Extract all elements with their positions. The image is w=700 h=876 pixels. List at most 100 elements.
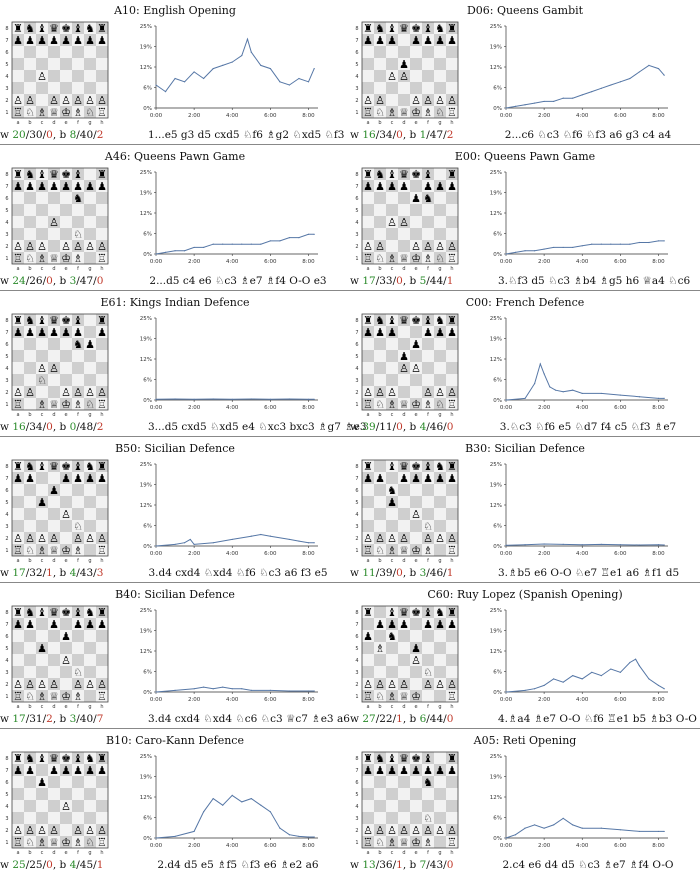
rank-label: 2 [5,244,8,250]
chess-piece: ♟ [411,338,421,351]
board-square [24,70,36,82]
board-square [24,654,36,666]
chess-piece: ♗ [73,252,83,265]
chess-piece: ♔ [411,690,421,703]
usage-point [270,399,271,400]
usage-point [620,394,621,395]
usage-point [222,65,223,66]
board-square [48,70,60,82]
usage-point [232,61,233,62]
board-square [446,484,458,496]
board-square [84,326,96,338]
board-square [96,82,108,94]
board-square [362,484,374,496]
y-tick-label: 19% [140,483,152,489]
x-tick-label: 2:00 [538,113,551,119]
board-square [422,70,434,82]
board-square [60,666,72,678]
usage-point [194,544,195,545]
file-label: b [28,850,31,856]
opening-title: A10: English Opening [0,4,350,17]
y-tick-label: 0% [493,252,502,258]
board-square [434,666,446,678]
file-label: a [16,266,19,272]
board-square [60,532,72,544]
board-square [386,228,398,240]
chess-board: ♜♞♝♛♚♝♜♟♟♟♟♟♟♟♟♞♙♘♙♙♙♙♙♙♙♖♘♗♕♔♗♖87654321… [2,166,112,274]
file-label: g [88,120,91,126]
chess-piece: ♟ [13,34,23,47]
chess-piece: ♘ [25,690,35,703]
x-tick-label: 0:00 [500,843,513,849]
tally-b-b: /46/ [426,421,446,433]
rank-label: 4 [355,804,358,810]
board-square [422,216,434,228]
usage-point [664,75,665,76]
x-tick-label: 0:00 [150,113,163,119]
board-square [362,192,374,204]
row-divider [0,728,700,729]
file-label: e [414,850,417,856]
y-tick-label: 25% [140,24,152,30]
board-square [434,350,446,362]
chess-board: ♜♞♝♛♚♝♜♟♟♟♟♟♟♟♟♞♙♙♙♙♙♙♙♙♖♘♗♕♔♗♘♖87654321… [352,166,462,274]
rank-label: 1 [355,402,358,408]
board-square [24,374,36,386]
chess-piece: ♖ [13,690,23,703]
usage-point [165,91,166,92]
tally-b-prefix: , b [53,567,70,579]
board-square [48,800,60,812]
usage-point [534,383,535,384]
board-square [422,350,434,362]
board-square [84,788,96,800]
chess-piece: ♚ [411,314,421,327]
chess-piece: ♗ [37,252,47,265]
tally-w-a: 24 [12,275,25,287]
board-square [446,496,458,508]
board-square [48,338,60,350]
usage-point [639,71,640,72]
file-label: a [366,558,369,564]
result-tally: w 20/30/0, b 8/40/2 [0,129,128,141]
board-square [398,484,410,496]
board-square [96,812,108,824]
tally-b-b: /43/ [76,567,96,579]
move-sequence: 3...d5 cxd5 ♘xd5 e4 ♘xc3 bxc3 ♗g7 ♗e3 [148,421,328,433]
file-label: f [77,266,79,272]
x-tick-label: 2:00 [538,843,551,849]
file-label: e [64,412,67,418]
rank-label: 1 [5,840,8,846]
board-square [72,788,84,800]
chess-piece: ♗ [73,398,83,411]
chess-piece: ♘ [25,106,35,119]
chess-piece: ♖ [447,690,457,703]
board-square [446,654,458,666]
tally-w-c: 0 [46,859,53,871]
file-label: c [41,850,44,856]
usage-point [553,101,554,102]
y-tick-label: 19% [140,337,152,343]
board-square [84,484,96,496]
tally-b-b: /47/ [76,275,96,287]
board-square [410,776,422,788]
rank-label: 8 [5,26,8,32]
board-square [60,788,72,800]
chess-piece: ♟ [73,34,83,47]
chess-piece: ♟ [423,326,433,339]
chess-piece: ♕ [49,690,59,703]
rank-label: 4 [355,658,358,664]
usage-point [505,399,506,400]
board-square [374,204,386,216]
usage-point [314,836,315,837]
usage-point [314,690,315,691]
tally-b-prefix: , b [403,129,420,141]
board-square [398,630,410,642]
chess-piece: ♙ [399,216,409,229]
chess-piece: ♖ [97,836,107,849]
board-square [84,46,96,58]
board-square [434,70,446,82]
file-label: e [414,266,417,272]
board-square [422,630,434,642]
